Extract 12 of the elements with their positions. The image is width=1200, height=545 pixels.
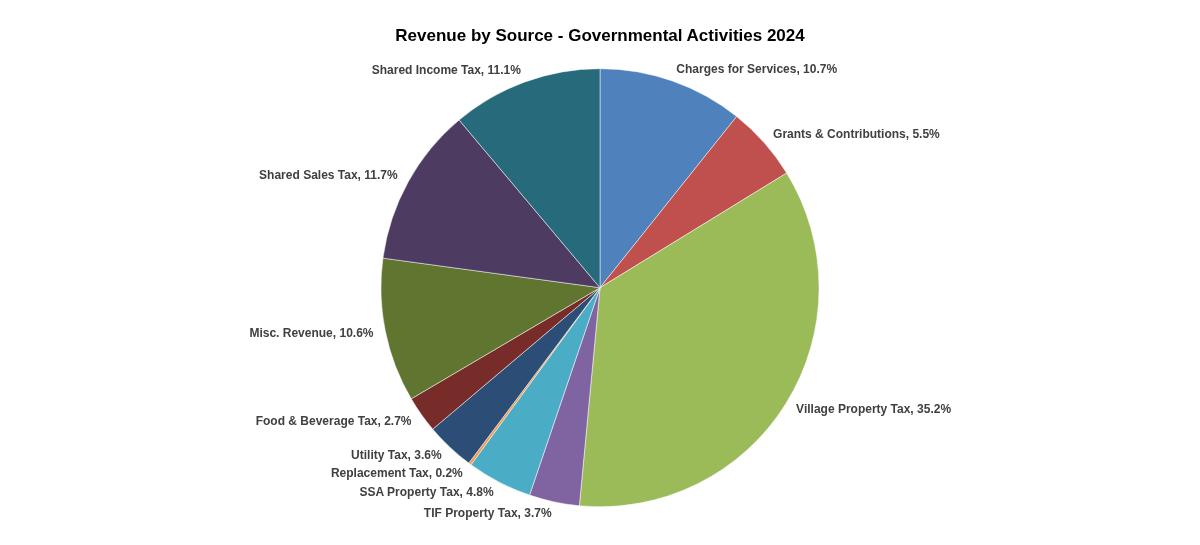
slice-label: Food & Beverage Tax, 2.7% — [255, 413, 412, 428]
slice-label: Shared Income Tax, 11.1% — [371, 62, 522, 77]
slice-label: Replacement Tax, 0.2% — [330, 465, 464, 480]
slice-label: Grants & Contributions, 5.5% — [773, 126, 941, 141]
slice-label: SSA Property Tax, 4.8% — [359, 485, 494, 500]
slice-label: TIF Property Tax, 3.7% — [423, 505, 552, 520]
chart-title: Revenue by Source - Governmental Activities 2024 — [395, 25, 806, 45]
slice-label: Utility Tax, 3.6% — [351, 448, 442, 463]
slice-label: Village Property Tax, 35.2% — [796, 402, 952, 417]
slice-label: Misc. Revenue, 10.6% — [249, 325, 374, 340]
slice-label: Charges for Services, 10.7% — [676, 61, 838, 76]
slice-label: Shared Sales Tax, 11.7% — [259, 168, 398, 183]
